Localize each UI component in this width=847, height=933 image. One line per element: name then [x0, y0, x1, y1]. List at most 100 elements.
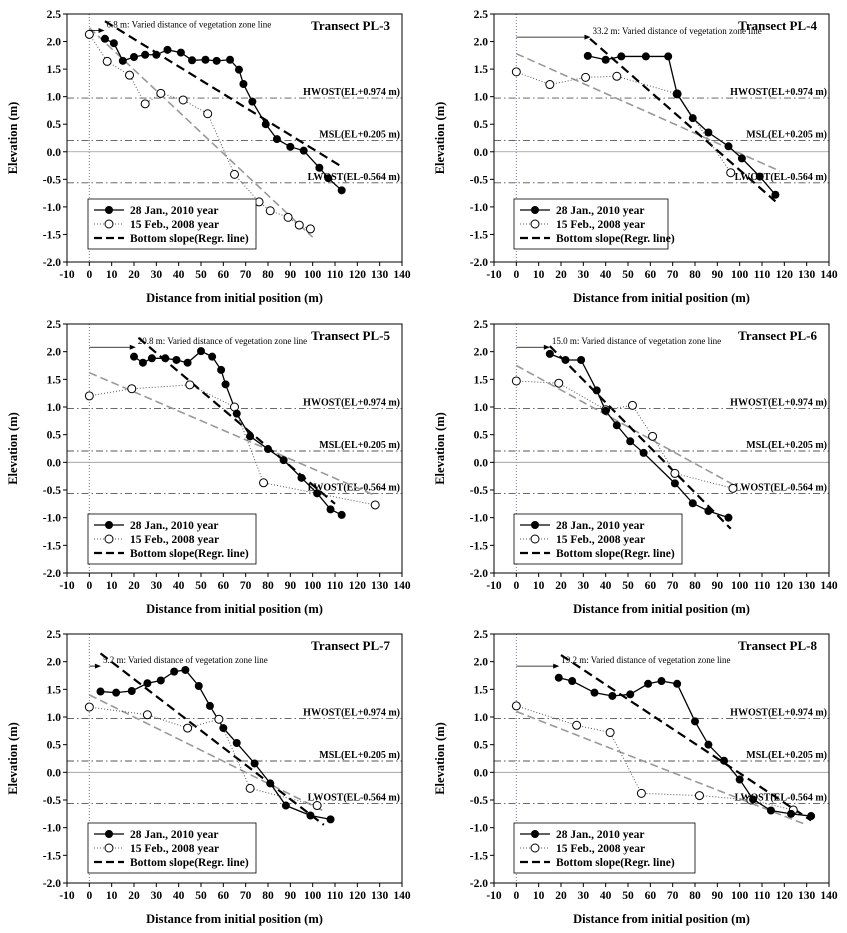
data-point-2010	[737, 154, 746, 163]
data-point-2010	[261, 120, 270, 129]
annotation-text: 19.2 m: Varied distance of vegetation zo…	[561, 655, 730, 665]
legend-label: Bottom slope(Regr. line)	[556, 857, 675, 869]
annotation-arrowhead	[553, 663, 560, 669]
data-point-2010	[194, 682, 203, 691]
data-point-2010	[735, 775, 744, 784]
legend-swatch-marker	[104, 534, 114, 544]
annotation-text: 20.8 m: Varied distance of vegetation zo…	[138, 336, 307, 346]
plot-frame	[493, 633, 830, 884]
x-tick-label: 140	[393, 269, 411, 281]
legend-swatch-marker	[531, 206, 539, 214]
y-tick-label: -2.0	[43, 568, 61, 580]
x-tick-label: 130	[798, 580, 816, 592]
legend-label: Bottom slope(Regr. line)	[130, 233, 249, 245]
series-line-2010	[558, 677, 812, 817]
x-tick-label: 10	[106, 890, 118, 902]
data-point-2008	[636, 788, 646, 798]
data-point-2010	[657, 677, 666, 686]
data-point-2010	[279, 456, 288, 465]
x-tick-label: 100	[731, 890, 749, 902]
y-tick-label: 1.0	[47, 712, 62, 724]
annotation-arrowhead	[543, 344, 550, 350]
x-tick-label: 0	[86, 890, 92, 902]
series-line-2008	[89, 706, 318, 807]
y-tick-label: -1.0	[43, 823, 61, 835]
regression-line-2010	[560, 654, 812, 822]
x-tick-label: 100	[304, 580, 322, 592]
data-point-2008	[230, 169, 239, 179]
data-point-2008	[554, 378, 564, 388]
data-point-2010	[766, 806, 775, 815]
x-tick-label: 30	[578, 890, 590, 902]
data-point-2008	[726, 168, 736, 178]
data-point-2010	[147, 354, 156, 363]
y-tick-label: -1.0	[470, 513, 488, 525]
y-tick-label: -1.5	[43, 850, 61, 862]
legend-label: 28 Jan., 2010 year	[556, 829, 644, 841]
data-point-2010	[749, 795, 758, 804]
series-line-2008	[516, 71, 732, 174]
chart-panel: HWOST(EL+0.974 m) MSL(EL+0.205 m) LWOST(EL…	[6, 319, 411, 616]
x-tick-label: 80	[689, 580, 701, 592]
data-point-2010	[212, 56, 221, 65]
x-tick-label: 120	[776, 580, 794, 592]
x-tick-label: 110	[327, 890, 344, 902]
data-point-2010	[306, 811, 315, 820]
panel-title: Transect PL-4	[738, 18, 817, 33]
y-tick-label: 0.0	[47, 767, 62, 779]
y-tick-label: 2.0	[474, 657, 489, 669]
x-tick-label: 0	[86, 580, 92, 592]
legend-label: 15 Feb., 2008 year	[556, 843, 645, 855]
reference-line-label: HWOST(EL+0.974 m)	[730, 397, 827, 408]
y-tick-label: 1.5	[474, 684, 489, 696]
x-tick-label: 110	[327, 580, 344, 592]
legend: 28 Jan., 2010 year 15 Feb., 2008 year Bott…	[87, 513, 257, 565]
x-tick-label: 40	[173, 269, 185, 281]
y-tick-label: 1.5	[474, 64, 489, 76]
y-tick-label: 0.5	[474, 740, 489, 752]
data-point-2010	[181, 665, 190, 674]
data-point-2010	[152, 50, 161, 59]
x-tick-label: -10	[59, 580, 75, 592]
x-tick-label: 50	[622, 269, 634, 281]
legend-label: 15 Feb., 2008 year	[556, 534, 645, 546]
x-tick-label: 90	[712, 890, 724, 902]
reference-line-label: MSL(EL+0.205 m)	[319, 440, 400, 451]
x-tick-label: 90	[285, 269, 297, 281]
data-point-2010	[232, 409, 241, 418]
data-point-2010	[138, 358, 147, 367]
x-tick-label: 60	[218, 269, 230, 281]
x-tick-label: 60	[645, 580, 657, 592]
reference-line-label: LWOST(EL-0.564 m)	[308, 793, 400, 804]
x-tick-label: 100	[304, 890, 322, 902]
annotation-arrowhead	[584, 34, 591, 40]
x-tick-label: 10	[533, 890, 545, 902]
x-tick-label: 140	[393, 890, 411, 902]
x-tick-label: 80	[262, 269, 274, 281]
x-tick-label: 40	[173, 890, 185, 902]
data-point-2010	[100, 34, 109, 43]
legend-label: 28 Jan., 2010 year	[556, 205, 644, 217]
data-point-2008	[125, 70, 135, 80]
legend: 28 Jan., 2010 year 15 Feb., 2008 year Bott…	[87, 822, 257, 874]
data-point-2010	[239, 79, 248, 88]
data-point-2008	[581, 72, 591, 82]
data-point-2008	[84, 391, 94, 401]
legend-swatch-marker	[531, 521, 539, 529]
y-tick-label: 1.0	[474, 402, 489, 414]
data-point-2010	[205, 701, 214, 710]
x-tick-label: 70	[667, 580, 679, 592]
data-point-2010	[281, 801, 290, 810]
panel-title: Transect PL-5	[311, 328, 390, 343]
data-point-2010	[248, 97, 257, 106]
x-tick-label: 110	[327, 269, 344, 281]
data-point-2010	[608, 691, 617, 700]
reference-line-label: MSL(EL+0.205 m)	[319, 750, 400, 761]
x-tick-label: 140	[820, 580, 838, 592]
data-point-2010	[639, 448, 648, 457]
data-point-2010	[688, 114, 697, 123]
y-tick-label: 0.0	[47, 147, 62, 159]
y-tick-label: -2.0	[470, 257, 488, 269]
data-point-2010	[673, 679, 682, 688]
legend: 28 Jan., 2010 year 15 Feb., 2008 year Bott…	[513, 822, 696, 874]
